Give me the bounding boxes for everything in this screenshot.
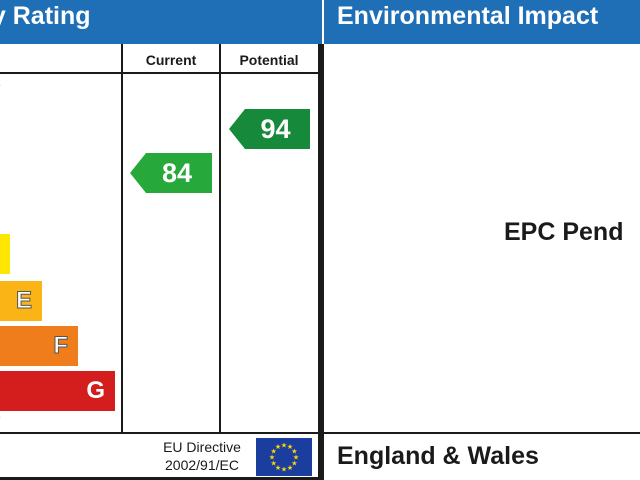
eu-flag-icon: ★ ★ ★ ★ ★ ★ ★ ★ ★ ★ ★ ★ bbox=[256, 438, 312, 476]
bottom-scale-mark: · bbox=[0, 412, 1, 423]
eu-star: ★ bbox=[281, 466, 287, 474]
eu-star: ★ bbox=[269, 454, 275, 462]
environmental-impact-header: Environmental Impact bbox=[324, 0, 640, 44]
potential-rating-value: 94 bbox=[260, 114, 291, 144]
top-scale-mark: · bbox=[0, 80, 1, 91]
epc-pending-text: EPC Pend bbox=[504, 218, 624, 246]
current-column-divider bbox=[121, 44, 123, 432]
eu-directive: EU Directive 2002/91/EC bbox=[150, 438, 254, 474]
band-g-letter: G bbox=[86, 377, 105, 404]
eu-star: ★ bbox=[281, 442, 287, 450]
eu-star: ★ bbox=[293, 454, 299, 462]
potential-column-divider bbox=[219, 44, 221, 432]
column-header-divider bbox=[0, 72, 320, 74]
current-column-header: Current bbox=[145, 52, 197, 68]
energy-rating-title: cy Rating bbox=[0, 2, 91, 30]
eu-star: ★ bbox=[291, 448, 297, 456]
england-wales-label: England & Wales bbox=[337, 442, 539, 470]
current-rating-value: 84 bbox=[161, 158, 193, 188]
eu-star: ★ bbox=[275, 464, 281, 472]
eu-directive-line2: 2002/91/EC bbox=[165, 457, 239, 473]
eu-star: ★ bbox=[270, 460, 276, 468]
eu-star: ★ bbox=[287, 443, 293, 451]
band-f-letter: F bbox=[53, 332, 69, 360]
rating-band-e: E bbox=[0, 281, 42, 321]
eu-star: ★ bbox=[275, 443, 281, 451]
band-e-letter: E bbox=[15, 287, 32, 315]
eu-directive-line1: EU Directive bbox=[163, 439, 241, 455]
rating-band-f: F bbox=[0, 326, 78, 366]
eu-star: ★ bbox=[270, 448, 276, 456]
environmental-impact-title: Environmental Impact bbox=[337, 2, 599, 30]
eu-star: ★ bbox=[287, 464, 293, 472]
rating-band-d bbox=[0, 234, 10, 274]
rating-band-g: G bbox=[0, 371, 115, 411]
environmental-impact-panel bbox=[321, 44, 640, 480]
footer-divider bbox=[0, 432, 640, 434]
current-rating-arrow: 84 bbox=[130, 153, 212, 193]
potential-column-header: Potential bbox=[239, 52, 299, 68]
eu-star: ★ bbox=[291, 460, 297, 468]
energy-rating-header: cy Rating bbox=[0, 0, 322, 44]
potential-rating-arrow: 94 bbox=[229, 109, 310, 149]
